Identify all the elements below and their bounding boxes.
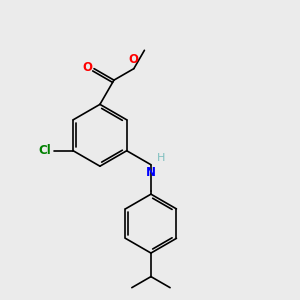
Text: Cl: Cl xyxy=(38,144,51,157)
Text: O: O xyxy=(129,53,139,66)
Text: O: O xyxy=(82,61,93,74)
Text: N: N xyxy=(146,166,156,179)
Text: H: H xyxy=(157,153,165,163)
